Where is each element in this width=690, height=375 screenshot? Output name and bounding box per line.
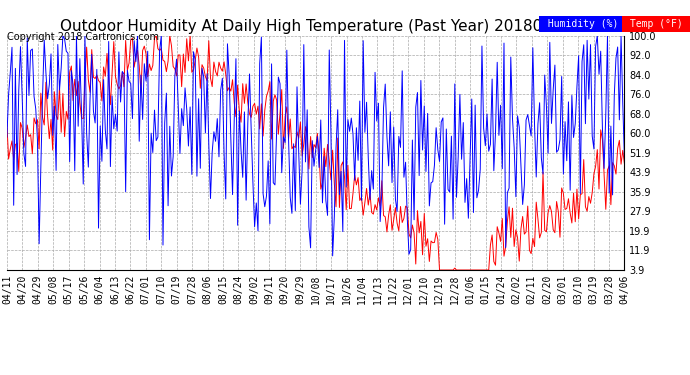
Text: Copyright 2018 Cartronics.com: Copyright 2018 Cartronics.com (7, 32, 159, 42)
Text: Temp (°F): Temp (°F) (624, 19, 689, 29)
Title: Outdoor Humidity At Daily High Temperature (Past Year) 20180411: Outdoor Humidity At Daily High Temperatu… (60, 20, 571, 34)
Text: Humidity (%): Humidity (%) (542, 19, 624, 29)
